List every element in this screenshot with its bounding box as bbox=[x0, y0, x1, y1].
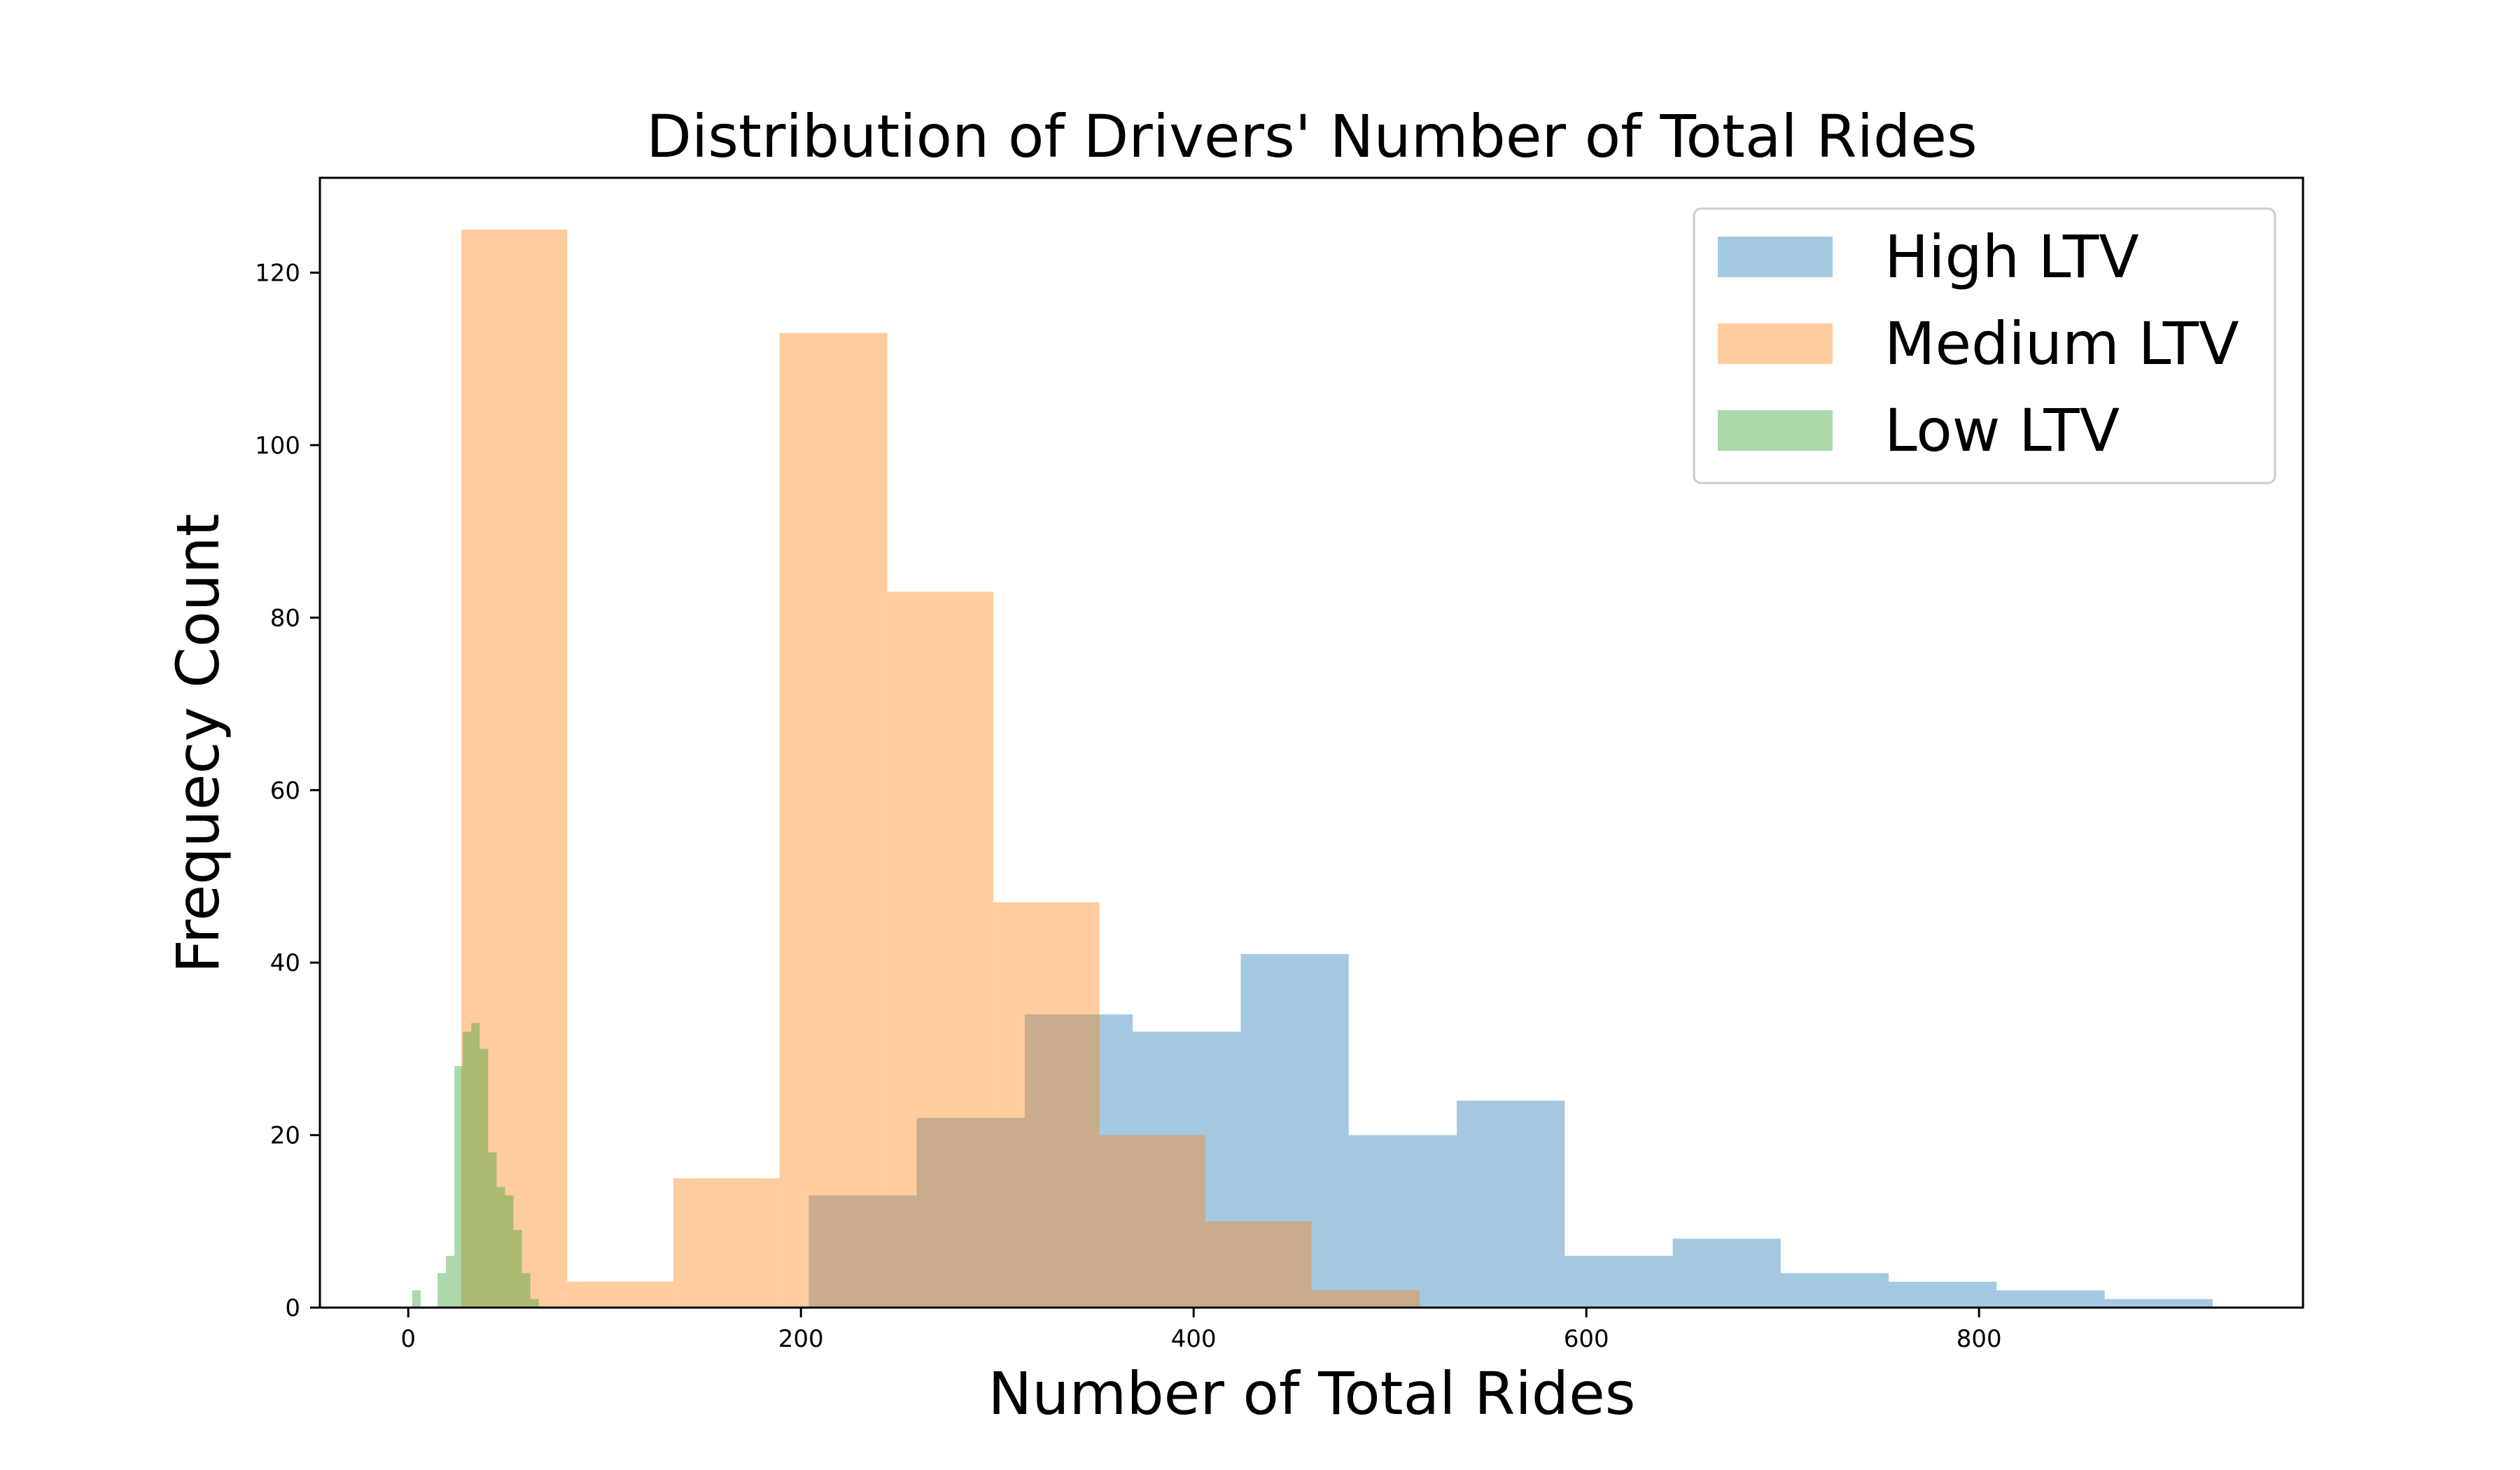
histogram-bar bbox=[1099, 1135, 1206, 1308]
histogram-bar bbox=[567, 1282, 673, 1308]
histogram-bar bbox=[530, 1298, 539, 1308]
plot-frame bbox=[318, 176, 2304, 1309]
histogram-bar bbox=[461, 229, 568, 1308]
histogram-bar bbox=[438, 1273, 447, 1308]
legend-swatch bbox=[1718, 237, 1833, 277]
axes-layer: 0 200 400 600 800 0 20 40 60 80 100 120 bbox=[255, 176, 2304, 1353]
histogram-bar bbox=[993, 902, 1100, 1308]
histogram-bar bbox=[522, 1273, 531, 1308]
histogram-bar bbox=[1311, 1290, 1420, 1308]
histogram-bar bbox=[1780, 1273, 1889, 1308]
x-tick-label: 400 bbox=[1171, 1325, 1217, 1353]
histogram-bar bbox=[1348, 1135, 1457, 1308]
histogram-bar bbox=[779, 332, 888, 1308]
y-tick-label: 0 bbox=[285, 1294, 300, 1322]
histogram-bar bbox=[471, 1023, 480, 1308]
y-tick-label: 20 bbox=[270, 1122, 300, 1150]
x-tick-label: 200 bbox=[778, 1325, 824, 1353]
legend-box bbox=[1693, 207, 2276, 484]
histogram-bar bbox=[808, 1195, 917, 1308]
histogram-bar bbox=[479, 1049, 489, 1308]
histogram-bar bbox=[505, 1195, 514, 1308]
x-axis-title: Number of Total Rides bbox=[988, 1359, 1635, 1428]
y-tick-label: 60 bbox=[270, 777, 300, 805]
histogram-bar bbox=[454, 1066, 463, 1308]
histogram-bar bbox=[1457, 1100, 1565, 1308]
legend-label: Medium LTV bbox=[1884, 309, 2239, 378]
legend: High LTV Medium LTV Low LTV bbox=[1693, 207, 2276, 484]
histogram-bar bbox=[673, 1178, 780, 1308]
histogram-bar bbox=[463, 1031, 472, 1308]
histogram-bar bbox=[1205, 1221, 1312, 1308]
series-1 bbox=[461, 229, 1420, 1308]
histogram-bar bbox=[1672, 1238, 1781, 1308]
histogram-bar bbox=[1996, 1290, 2105, 1308]
histogram-bar bbox=[446, 1256, 455, 1308]
histogram-bar bbox=[1133, 1031, 1241, 1308]
legend-swatch bbox=[1718, 410, 1833, 451]
histogram-bar bbox=[496, 1186, 505, 1308]
y-tick-label: 120 bbox=[255, 260, 300, 288]
y-tick-label: 80 bbox=[270, 604, 300, 632]
series-0 bbox=[808, 953, 2213, 1308]
histogram-bar bbox=[488, 1152, 497, 1308]
histogram-bar bbox=[1240, 953, 1349, 1308]
x-tick-label: 600 bbox=[1564, 1325, 1609, 1353]
histogram-bar bbox=[887, 592, 994, 1308]
histogram-bar bbox=[412, 1290, 421, 1308]
histogram-bar bbox=[513, 1230, 522, 1308]
legend-label: High LTV bbox=[1884, 223, 2139, 291]
y-tick-label: 100 bbox=[255, 432, 300, 460]
y-tick-label: 40 bbox=[270, 949, 300, 977]
chart-title: Distribution of Drivers' Number of Total… bbox=[646, 102, 1977, 171]
histogram-bar bbox=[1024, 1014, 1133, 1308]
histogram-bar bbox=[2104, 1298, 2213, 1308]
histogram-bar bbox=[1564, 1256, 1673, 1308]
histogram-bar bbox=[1889, 1282, 1997, 1308]
x-tick-label: 0 bbox=[400, 1325, 416, 1353]
legend-label: Low LTV bbox=[1884, 396, 2120, 465]
y-axis-title: Frequecy Count bbox=[164, 514, 232, 974]
histogram-bar bbox=[916, 1117, 1025, 1308]
series-2 bbox=[412, 1023, 539, 1308]
legend-swatch bbox=[1718, 323, 1833, 364]
x-tick-label: 800 bbox=[1956, 1325, 2002, 1353]
bars-layer bbox=[412, 229, 2213, 1308]
